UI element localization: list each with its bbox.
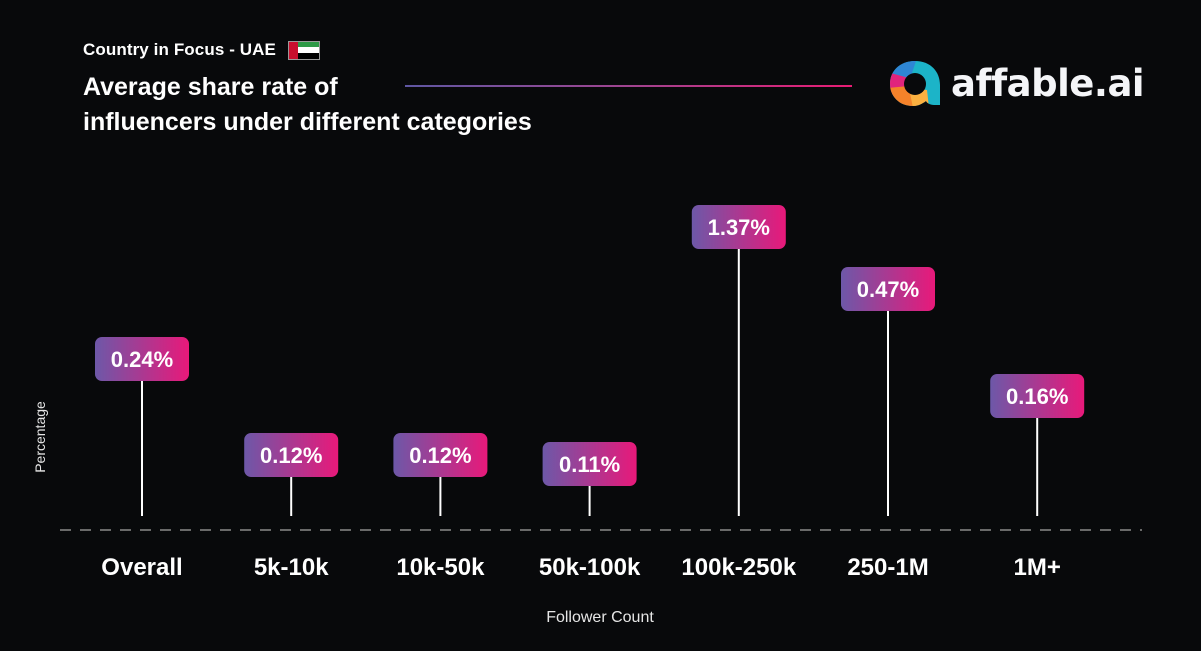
x-tick-label: 250-1M	[847, 554, 928, 581]
value-label: 0.24%	[111, 347, 173, 372]
uae-flag-icon	[287, 40, 320, 60]
value-pill	[95, 337, 189, 381]
data-point: 0.11% 50k-100k	[539, 442, 641, 581]
chart-title-line-2: influencers under different categories	[83, 108, 532, 136]
x-tick-label: 50k-100k	[539, 554, 641, 581]
value-label: 0.47%	[857, 277, 919, 302]
data-point: 1.37% 100k-250k	[681, 205, 797, 581]
x-tick-label: 10k-50k	[396, 554, 485, 581]
data-point: 0.12% 10k-50k	[393, 433, 488, 581]
value-pill	[244, 433, 339, 477]
kicker: Country in Focus - UAE	[83, 40, 320, 60]
value-label: 0.12%	[409, 443, 471, 468]
data-point: 0.16% 1M+	[990, 374, 1085, 581]
value-pill	[691, 205, 786, 249]
affable-logo-icon	[890, 61, 940, 106]
brand-name: affable.ai	[951, 61, 1145, 105]
data-point: 0.24% Overall	[95, 337, 189, 581]
x-tick-label: 1M+	[1014, 554, 1061, 581]
x-tick-label: 5k-10k	[254, 554, 329, 581]
chart-title-line-1: Average share rate of	[83, 73, 338, 101]
title-divider	[405, 85, 852, 87]
value-pill	[393, 433, 488, 477]
value-label: 1.37%	[708, 215, 770, 240]
brand-logo: affable.ai	[887, 58, 1145, 108]
value-label: 0.16%	[1006, 384, 1068, 409]
value-pill	[542, 442, 637, 486]
value-label: 0.12%	[260, 443, 322, 468]
data-point: 0.47% 250-1M	[841, 267, 935, 581]
chart-title: Average share rate of influencers under …	[83, 70, 643, 140]
data-point: 0.12% 5k-10k	[244, 433, 339, 581]
value-label: 0.11%	[559, 452, 620, 477]
kicker-text: Country in Focus - UAE	[83, 40, 276, 59]
x-axis-label: Follower Count	[546, 609, 654, 626]
value-pill	[990, 374, 1085, 418]
value-pill	[841, 267, 935, 311]
x-tick-label: Overall	[101, 554, 182, 581]
x-tick-label: 100k-250k	[681, 554, 796, 581]
